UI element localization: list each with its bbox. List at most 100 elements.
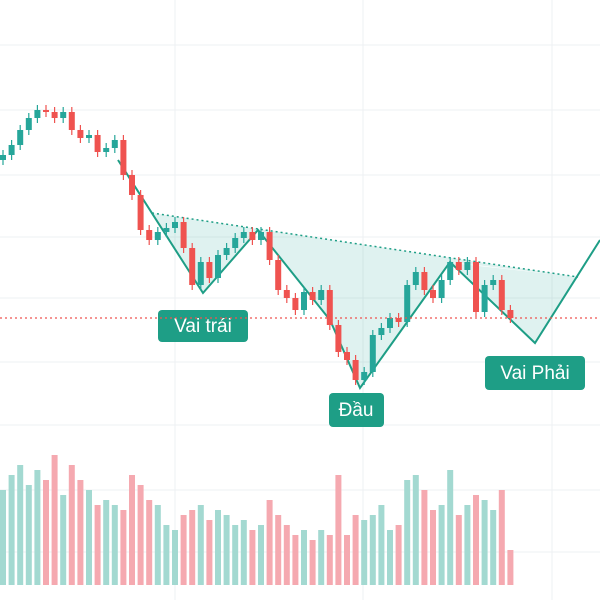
- volume-bar: [120, 510, 127, 585]
- candle-body: [301, 292, 307, 310]
- volume-pane: [0, 455, 514, 585]
- candle-body: [163, 228, 170, 232]
- volume-bar: [249, 530, 256, 585]
- volume-bar: [94, 505, 101, 585]
- volume-bar: [498, 490, 505, 585]
- candle-body: [404, 285, 411, 322]
- candle-body: [129, 175, 135, 195]
- candle-body: [326, 290, 333, 325]
- candle-body: [258, 232, 264, 240]
- volume-bar: [0, 490, 6, 585]
- candle-body: [369, 335, 376, 372]
- candle-body: [25, 118, 32, 130]
- candle-body: [223, 248, 230, 255]
- candle-body: [60, 112, 67, 118]
- volume-bar: [172, 530, 178, 585]
- volume-bar: [258, 525, 264, 585]
- candle-body: [215, 255, 221, 278]
- label-box: [329, 393, 384, 427]
- volume-bar: [154, 505, 161, 585]
- candle-body: [17, 130, 24, 145]
- volume-bar: [146, 500, 153, 585]
- candle-body: [206, 262, 213, 278]
- candle-body: [438, 280, 445, 298]
- volume-bar: [309, 540, 316, 585]
- label: Vai Phải: [500, 363, 569, 384]
- candle-body: [249, 232, 256, 240]
- candle-body: [378, 328, 385, 335]
- volume-bar: [103, 500, 110, 585]
- candle-body: [352, 360, 359, 380]
- volume-bar: [8, 475, 15, 585]
- candle-body: [309, 292, 316, 300]
- volume-bar: [344, 535, 350, 585]
- volume-bar: [430, 510, 436, 585]
- candle-body: [197, 262, 204, 285]
- candle-body: [464, 262, 471, 270]
- candle-body: [111, 140, 118, 148]
- volume-bar: [51, 455, 58, 585]
- volume-bar: [326, 535, 333, 585]
- volume-bar: [378, 505, 385, 585]
- volume-bar: [163, 525, 170, 585]
- candle-body: [266, 232, 273, 260]
- volume-bar: [352, 515, 359, 585]
- volume-bar: [232, 525, 239, 585]
- volume-bar: [189, 510, 196, 585]
- candle-body: [8, 145, 15, 155]
- volume-bar: [481, 500, 488, 585]
- volume-bar: [464, 505, 471, 585]
- volume-bar: [197, 505, 204, 585]
- volume-bar: [447, 470, 454, 585]
- volume-bar: [180, 515, 187, 585]
- candle-body: [172, 222, 178, 228]
- volume-bar: [25, 485, 32, 585]
- candle-body: [430, 290, 436, 298]
- volume-bar: [455, 515, 462, 585]
- candle-body: [180, 222, 187, 248]
- volume-bar: [283, 525, 290, 585]
- volume-bar: [215, 510, 221, 585]
- volume-bar: [395, 525, 402, 585]
- candle-body: [0, 155, 6, 160]
- candle-body: [335, 325, 342, 352]
- candle-body: [137, 195, 144, 230]
- volume-bar: [421, 490, 428, 585]
- candle-body: [498, 280, 505, 310]
- volume-bar: [240, 520, 247, 585]
- candle-body: [275, 260, 282, 290]
- candle-body: [412, 272, 419, 285]
- pattern-area: [152, 213, 578, 388]
- candle-body: [344, 352, 350, 360]
- volume-bar: [490, 510, 497, 585]
- volume-bar: [387, 530, 393, 585]
- candle-body: [34, 110, 41, 118]
- volume-bar: [473, 495, 479, 585]
- candle-body: [421, 272, 428, 290]
- volume-bar: [507, 550, 514, 585]
- candle-body: [103, 148, 110, 152]
- volume-bar: [404, 480, 411, 585]
- volume-bar: [206, 520, 213, 585]
- candle-body: [283, 290, 290, 298]
- candles: [0, 105, 514, 385]
- volume-bar: [438, 505, 445, 585]
- candle-body: [120, 140, 127, 175]
- label: Đầu: [339, 400, 374, 421]
- volume-bar: [275, 515, 282, 585]
- volume-bar: [34, 470, 41, 585]
- candle-body: [232, 238, 239, 248]
- candle-body: [94, 135, 101, 152]
- candle-body: [361, 372, 368, 380]
- candle-body: [318, 290, 325, 300]
- label-box: [485, 356, 585, 390]
- candle-body: [387, 318, 393, 328]
- candle-body: [507, 310, 514, 318]
- candle-body: [146, 230, 153, 240]
- candle-body: [77, 130, 84, 138]
- volume-bar: [412, 475, 419, 585]
- neckline: [151, 212, 579, 278]
- candle-body: [154, 232, 161, 240]
- candle-body: [189, 248, 196, 285]
